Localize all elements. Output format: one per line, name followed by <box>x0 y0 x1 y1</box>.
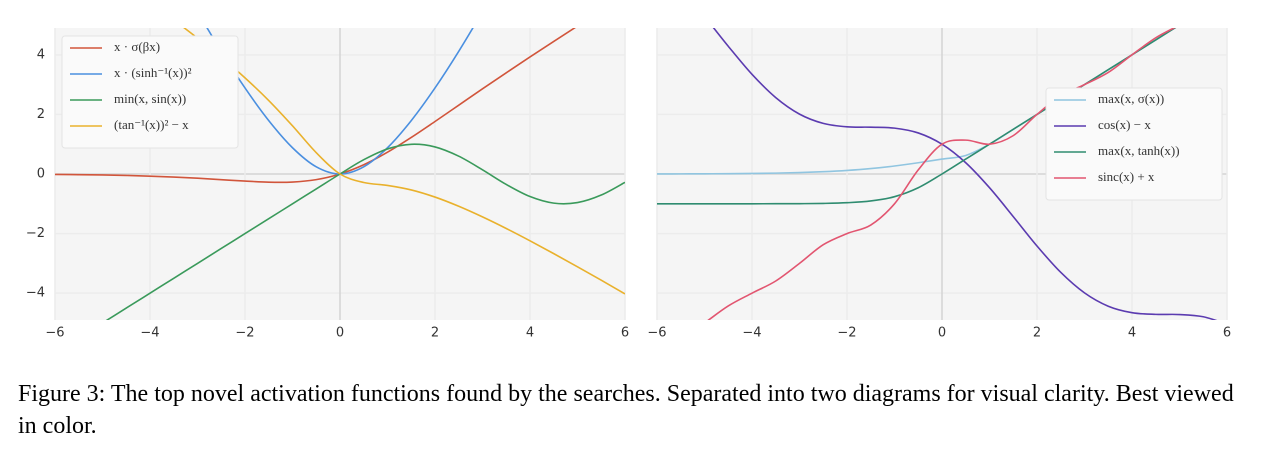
legend-label: x · (sinh⁻¹(x))² <box>114 65 192 80</box>
x-tick-label: 0 <box>938 326 946 341</box>
y-tick-label: 0 <box>37 167 45 182</box>
y-tick-label: −2 <box>26 226 45 241</box>
legend-label: cos(x) − x <box>1098 117 1151 132</box>
panel: −4 −2 0 2 4 −6 −4 −2 0 2 4 6 x · σ(βx) x · (sinh⁻¹(x)… <box>26 28 629 341</box>
x-tick-label: 4 <box>526 326 534 341</box>
x-tick-label: −2 <box>235 326 254 341</box>
lines <box>55 28 625 320</box>
x-tick-label: −4 <box>140 326 159 341</box>
x-tick-label: 2 <box>431 326 439 341</box>
legend-label: sinc(x) + x <box>1098 169 1155 184</box>
x-tick-label: −4 <box>742 326 761 341</box>
legend-label: min(x, sin(x)) <box>114 91 186 106</box>
legend-label: (tan⁻¹(x))² − x <box>114 117 189 132</box>
legend: max(x, σ(x)) cos(x) − x max(x, tanh(x)) sin… <box>1045 87 1223 201</box>
legend: x · σ(βx) x · (sinh⁻¹(x))² min(x, sin(x)) (… <box>61 35 239 149</box>
x-tick-label: −6 <box>45 326 64 341</box>
y-tick-label: 2 <box>37 107 45 122</box>
x-tick-label: −6 <box>647 326 666 341</box>
legend-box <box>1045 87 1223 201</box>
caption: Figure 3: The top novel activation funct… <box>18 381 1234 439</box>
lines <box>657 28 1218 320</box>
series-line <box>183 28 625 295</box>
x-tick-label: 6 <box>1223 326 1231 341</box>
panel: −6 −4 −2 0 2 4 6 max(x, σ(x)) cos(x) − x max(x, t… <box>647 28 1231 341</box>
legend-label: max(x, tanh(x)) <box>1098 143 1180 158</box>
x-tick-label: 2 <box>1033 326 1041 341</box>
figure: −4 −2 0 2 4 −6 −4 −2 0 2 4 6 x · σ(βx) x · (sinh⁻¹(x)… <box>26 28 1231 341</box>
y-tick-label: −4 <box>26 286 45 301</box>
x-tick-label: 0 <box>336 326 344 341</box>
series-line <box>707 28 1176 320</box>
legend-box <box>61 35 239 149</box>
y-tick-label: 4 <box>37 47 45 62</box>
x-tick-label: −2 <box>837 326 856 341</box>
legend-label: x · σ(βx) <box>114 39 160 54</box>
legend-label: max(x, σ(x)) <box>1098 91 1164 106</box>
x-tick-label: 4 <box>1128 326 1136 341</box>
x-tick-label: 6 <box>621 326 629 341</box>
